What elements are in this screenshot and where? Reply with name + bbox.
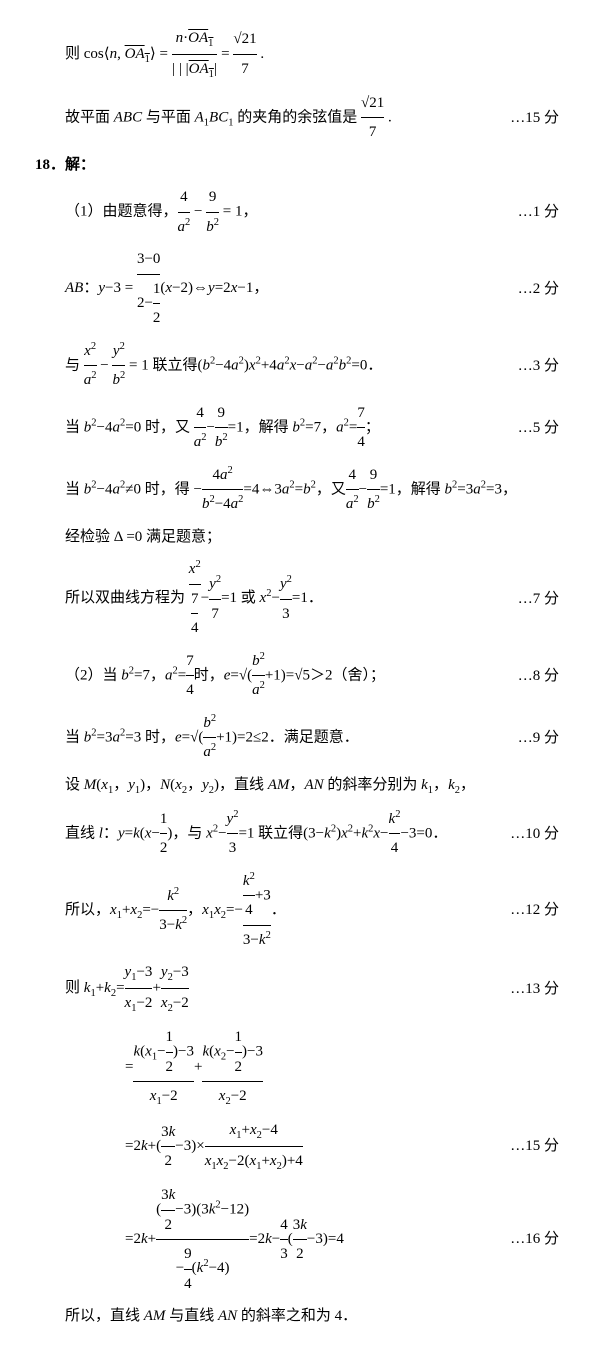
solution-line: 则 k1+k2=y1−3x1−2+y2−3x2−2…13 分 (30, 958, 559, 1019)
solution-line: 设 M(x1，y1)，N(x2，y2)，直线 AM，AN 的斜率分别为 k1，k… (30, 771, 559, 801)
solution-line: =k(x1−12)−3x1−2+k(x2−12)−3x2−2 (30, 1023, 559, 1112)
line-content: （1）由题意得，4a2 − 9b2 = 1， (30, 183, 503, 241)
line-content: 与 x2a2 − y2b2 = 1 联立得(b2−4a2)x2+4a2x−a2−… (30, 337, 503, 395)
solution-line: 18．解： (30, 151, 559, 180)
score-mark: …8 分 (503, 662, 559, 691)
solution-line: 当 b2−4a2=0 时，又 4a2−9b2=1，解得 b2=7，a2=74；…… (30, 399, 559, 457)
score-mark: …12 分 (495, 896, 559, 925)
line-content: 则 cos⟨n, OA1⟩ = n·OA1| | |OA1| = √217 . (30, 24, 544, 85)
line-content: =k(x1−12)−3x1−2+k(x2−12)−3x2−2 (30, 1023, 544, 1112)
line-content: 设 M(x1，y1)，N(x2，y2)，直线 AM，AN 的斜率分别为 k1，k… (30, 771, 544, 801)
line-content: 则 k1+k2=y1−3x1−2+y2−3x2−2 (30, 958, 495, 1019)
solution-line: 故平面 ABC 与平面 A1BC1 的夹角的余弦值是 √217 .…15 分 (30, 89, 559, 147)
line-content: （2）当 b2=7，a2=74时，e=√(b2a2+1)=√5＞2（舍）； (30, 647, 503, 705)
score-mark: …15 分 (495, 1132, 559, 1161)
solution-line: 所以，直线 AM 与直线 AN 的斜率之和为 4． (30, 1302, 559, 1331)
line-content: 当 b2−4a2≠0 时，得 −4a2b2−4a2=4⇔3a2=b2，又4a2−… (30, 461, 544, 519)
score-mark: …16 分 (495, 1225, 559, 1254)
score-mark: …10 分 (495, 820, 559, 849)
line-content: 直线 l：y=k(x−12)，与 x2−y23=1 联立得(3−k2)x2+k2… (30, 805, 495, 863)
solution-line: 经检验 Δ =0 满足题意； (30, 523, 559, 552)
line-content: =2k+(3k2−3)(3k2−12)−94(k2−4)=2k−43(3k2−3… (30, 1181, 495, 1298)
score-mark: …9 分 (503, 724, 559, 753)
line-content: AB：y−3 = 3−02−12(x−2)⇔y=2x−1， (30, 245, 503, 333)
solution-line: 直线 l：y=k(x−12)，与 x2−y23=1 联立得(3−k2)x2+k2… (30, 805, 559, 863)
score-mark: …3 分 (503, 352, 559, 381)
solution-line: 则 cos⟨n, OA1⟩ = n·OA1| | |OA1| = √217 . (30, 24, 559, 85)
line-content: 经检验 Δ =0 满足题意； (30, 523, 544, 552)
line-content: 所以双曲线方程为 x274−y27=1 或 x2−y23=1． (30, 555, 503, 643)
solution-line: （1）由题意得，4a2 − 9b2 = 1，…1 分 (30, 183, 559, 241)
line-content: 18．解： (30, 151, 544, 180)
line-content: 所以，x1+x2=−k23−k2，x1x2=−k24+33−k2． (30, 867, 495, 955)
score-mark: …15 分 (495, 104, 559, 133)
solution-line: 与 x2a2 − y2b2 = 1 联立得(b2−4a2)x2+4a2x−a2−… (30, 337, 559, 395)
line-content: 故平面 ABC 与平面 A1BC1 的夹角的余弦值是 √217 . (30, 89, 495, 147)
solution-line: 所以，x1+x2=−k23−k2，x1x2=−k24+33−k2．…12 分 (30, 867, 559, 955)
score-mark: …5 分 (503, 414, 559, 443)
score-mark: …13 分 (495, 975, 559, 1004)
line-content: =2k+(3k2−3)×x1+x2−4x1x2−2(x1+x2)+4 (30, 1116, 495, 1177)
solution-line: 所以双曲线方程为 x274−y27=1 或 x2−y23=1．…7 分 (30, 555, 559, 643)
solution-line: AB：y−3 = 3−02−12(x−2)⇔y=2x−1，…2 分 (30, 245, 559, 333)
solution-line: 当 b2−4a2≠0 时，得 −4a2b2−4a2=4⇔3a2=b2，又4a2−… (30, 461, 559, 519)
line-content: 所以，直线 AM 与直线 AN 的斜率之和为 4． (30, 1302, 544, 1331)
line-content: 当 b2−4a2=0 时，又 4a2−9b2=1，解得 b2=7，a2=74； (30, 399, 503, 457)
solution-line: =2k+(3k2−3)×x1+x2−4x1x2−2(x1+x2)+4…15 分 (30, 1116, 559, 1177)
score-mark: …2 分 (503, 275, 559, 304)
line-content: 当 b2=3a2=3 时，e=√(b2a2+1)=2≤2．满足题意． (30, 709, 503, 767)
solution-line: =2k+(3k2−3)(3k2−12)−94(k2−4)=2k−43(3k2−3… (30, 1181, 559, 1298)
solution-line: （2）当 b2=7，a2=74时，e=√(b2a2+1)=√5＞2（舍）；…8 … (30, 647, 559, 705)
score-mark: …7 分 (503, 585, 559, 614)
score-mark: …1 分 (503, 198, 559, 227)
solution-line: 当 b2=3a2=3 时，e=√(b2a2+1)=2≤2．满足题意．…9 分 (30, 709, 559, 767)
